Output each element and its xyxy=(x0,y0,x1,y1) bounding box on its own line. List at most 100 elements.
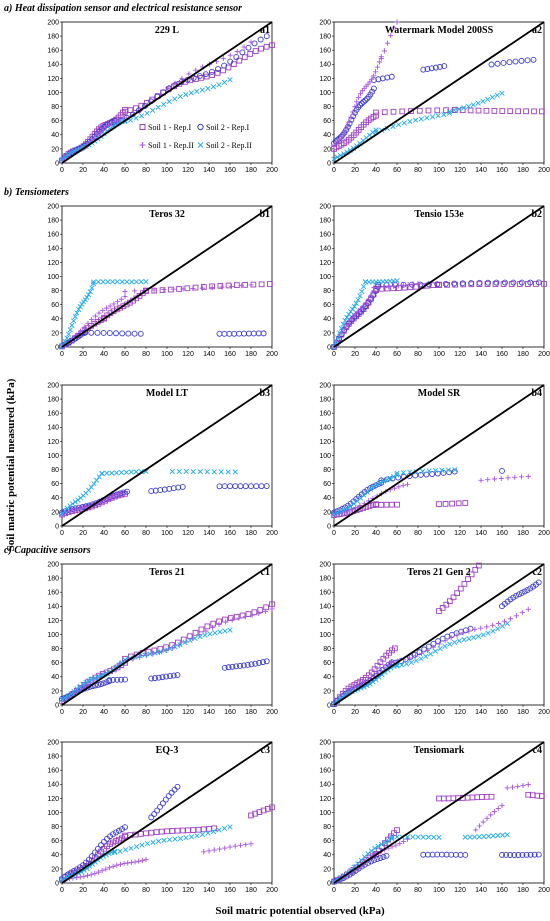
point-soil2-rep1 xyxy=(202,71,209,78)
y-tick-label: 60 xyxy=(323,481,331,488)
point-soil1-rep1 xyxy=(204,623,211,630)
point-soil2-rep2 xyxy=(216,827,222,833)
point-soil2-rep2 xyxy=(62,695,68,701)
point-soil2-rep1 xyxy=(506,59,513,66)
point-soil1-rep2 xyxy=(139,857,145,864)
point-soil2-rep2 xyxy=(172,96,178,102)
point-soil1-rep1 xyxy=(539,793,545,799)
point-soil2-rep2 xyxy=(83,679,89,685)
point-soil2-rep2 xyxy=(87,288,93,295)
y-tick-label: 100 xyxy=(47,453,59,460)
point-soil1-rep1 xyxy=(436,608,442,614)
point-soil1-rep1 xyxy=(110,839,116,846)
point-soil2-rep1 xyxy=(420,66,427,73)
point-soil2-rep1 xyxy=(227,58,234,65)
point-soil1-rep2 xyxy=(442,638,448,644)
point-soil2-rep2 xyxy=(401,120,407,126)
point-soil2-rep1 xyxy=(86,683,93,690)
point-soil2-rep2 xyxy=(183,91,189,98)
point-soil2-rep2 xyxy=(447,641,453,647)
point-soil1-rep2 xyxy=(82,504,88,510)
point-soil2-rep1 xyxy=(503,852,510,858)
x-tick-label: 160 xyxy=(496,351,508,358)
point-soil1-rep1 xyxy=(483,793,490,800)
point-soil2-rep2 xyxy=(182,639,188,646)
point-soil2-rep2 xyxy=(461,637,467,643)
point-soil1-rep1 xyxy=(500,281,507,287)
point-soil1-rep2 xyxy=(103,305,110,311)
point-soil1-rep1 xyxy=(179,827,186,834)
y-tick-label: 180 xyxy=(47,34,59,41)
point-soil1-rep2 xyxy=(472,626,478,633)
point-soil2-rep2 xyxy=(344,505,350,511)
point-soil2-rep2 xyxy=(427,651,434,657)
x-tick-label: 180 xyxy=(517,709,529,716)
point-soil2-rep2 xyxy=(442,643,448,649)
x-tick-label: 60 xyxy=(393,167,401,174)
y-tick-label: 80 xyxy=(323,104,331,111)
x-tick-label: 160 xyxy=(224,167,236,174)
panel-id: c3 xyxy=(261,745,270,756)
point-soil1-rep1 xyxy=(416,107,423,114)
point-soil1-rep2 xyxy=(97,130,104,136)
point-soil2-rep2 xyxy=(199,831,206,838)
point-soil2-rep2 xyxy=(462,834,468,840)
panel-id: b4 xyxy=(531,388,542,399)
point-soil2-rep1 xyxy=(518,57,525,64)
y-tick-label: 60 xyxy=(323,660,331,667)
x-tick-label: 120 xyxy=(454,709,466,716)
point-soil2-rep2 xyxy=(467,834,473,840)
y-tick-label: 160 xyxy=(47,232,59,239)
point-soil2-rep2 xyxy=(338,509,344,515)
point-soil1-rep1 xyxy=(247,51,254,57)
y-tick-label: 40 xyxy=(323,852,331,859)
point-soil1-rep1 xyxy=(222,616,228,623)
point-soil2-rep2 xyxy=(336,330,343,336)
point-soil1-rep1 xyxy=(391,830,397,836)
y-tick-label: 180 xyxy=(47,576,59,583)
point-soil2-rep2 xyxy=(152,650,158,656)
point-soil2-rep2 xyxy=(169,468,175,475)
point-soil1-rep2 xyxy=(238,283,244,289)
point-soil1-rep1 xyxy=(368,669,375,676)
point-soil2-rep1 xyxy=(252,660,259,667)
x-tick-label: 200 xyxy=(538,887,550,894)
point-soil2-rep2 xyxy=(331,879,337,885)
point-soil2-rep2 xyxy=(418,116,424,122)
point-soil1-rep1 xyxy=(380,655,387,662)
point-soil1-rep1 xyxy=(264,806,271,812)
point-soil1-rep2 xyxy=(216,846,223,852)
point-soil2-rep2 xyxy=(334,154,340,160)
one-to-one-line xyxy=(333,21,545,164)
point-soil2-rep1 xyxy=(237,483,244,490)
point-soil2-rep1 xyxy=(429,471,436,477)
point-soil2-rep1 xyxy=(236,330,243,337)
point-soil1-rep2 xyxy=(352,311,358,317)
point-soil1-rep2 xyxy=(404,481,411,487)
point-soil2-rep2 xyxy=(382,839,388,846)
point-soil2-rep2 xyxy=(394,834,400,840)
x-tick-label: 100 xyxy=(161,709,173,716)
x-tick-label: 140 xyxy=(203,167,215,174)
panel-id: c4 xyxy=(533,745,542,756)
x-tick-label: 0 xyxy=(332,351,336,358)
point-soil1-rep2 xyxy=(357,91,364,97)
y-tick-label: 120 xyxy=(319,618,331,625)
point-soil1-rep2 xyxy=(103,125,109,131)
panel-id: a2 xyxy=(532,25,542,36)
point-soil2-rep2 xyxy=(128,845,134,851)
panel-title: Teros 21 Gen 2 xyxy=(407,567,471,578)
point-soil1-rep2 xyxy=(219,284,225,290)
y-tick-label: 200 xyxy=(319,739,331,746)
point-soil1-rep1 xyxy=(242,282,248,288)
point-soil2-rep2 xyxy=(465,103,472,109)
panel-title: Model LT xyxy=(146,388,188,399)
point-soil1-rep2 xyxy=(378,55,384,62)
point-soil1-rep2 xyxy=(186,71,192,77)
point-soil1-rep2 xyxy=(478,477,484,483)
point-soil2-rep1 xyxy=(95,845,101,852)
x-tick-label: 20 xyxy=(351,351,359,358)
y-tick-label: 180 xyxy=(319,576,331,583)
point-soil2-rep2 xyxy=(353,300,359,306)
point-soil2-rep2 xyxy=(439,467,445,473)
